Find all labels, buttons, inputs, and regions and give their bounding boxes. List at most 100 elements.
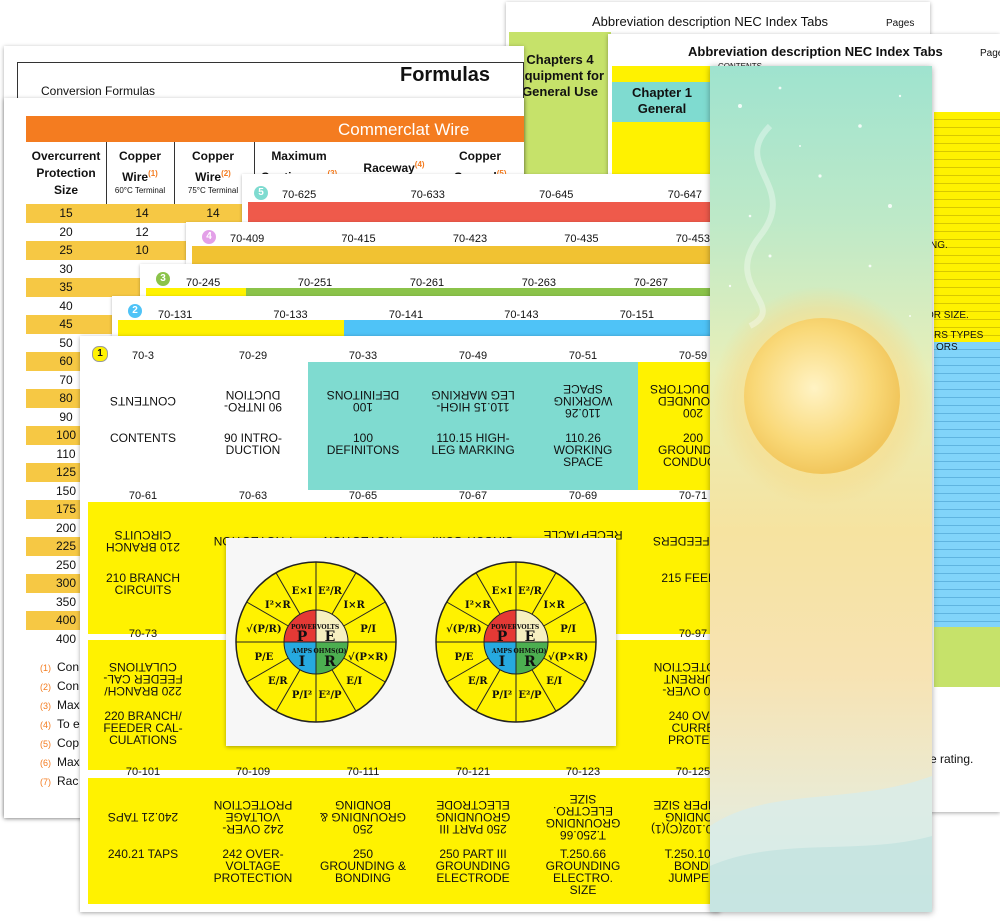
index-page-code: 70-51 — [568, 350, 598, 362]
index-tab-label: 110.15 HIGH-LEG MARKING — [431, 432, 515, 457]
wheel-outer-formula: √(P/R) — [446, 623, 482, 635]
wheel-quadrant — [283, 609, 317, 643]
index-tab-label: T.250.66 GROUNDING ELECTRO. SIZE — [545, 848, 621, 897]
size-cell: 400 — [55, 631, 77, 646]
strip-4-number: 4 — [202, 230, 216, 244]
wheel-inner-label: OHMS(Ω) — [314, 648, 347, 655]
strip-5-number: 5 — [254, 186, 268, 200]
abbrev-line-ng: NG. — [930, 240, 948, 251]
wheel-inner-label: VOLTS — [516, 624, 539, 631]
index-page-code: 70-67 — [458, 490, 488, 502]
size-cell: 70 — [59, 372, 73, 387]
abbrev-blue-band — [934, 342, 1000, 627]
index-page-code: 70-59 — [678, 350, 708, 362]
index-tab-flipped-label: 240.21 TAPS — [107, 810, 179, 824]
strip-3-codes: 70-245 70-251 70-261 70-263 70-267 — [186, 277, 668, 289]
index-tab-flipped-label: 220 BRANCH/ FEEDER CAL- CULATIONS — [103, 660, 183, 698]
size-cell: 80 — [59, 391, 73, 405]
abbrev-green-band — [934, 627, 1000, 687]
strip-2-number: 2 — [128, 304, 142, 318]
wheel-quadrant — [315, 641, 349, 675]
wheel-inner-label: OHMS(Ω) — [514, 648, 547, 655]
index-page-code: 70-73 — [128, 628, 158, 640]
wheel-outer-formula: E²/R — [318, 586, 343, 597]
size-cell: 90 — [59, 409, 73, 424]
wheel-outer-formula: E²/R — [518, 586, 543, 597]
copper-60-cell: 10 — [135, 243, 149, 257]
size-cell: 60 — [59, 354, 73, 368]
wheel-outer-formula: I²×R — [465, 600, 491, 611]
header-overcurrent: Overcurrent Protection Size — [31, 149, 101, 197]
wheel-quadrant — [315, 609, 349, 643]
tab-strip-2: 2 70-131 70-133 70-141 70-143 70-151 — [112, 296, 720, 336]
index-tab-flipped-label: 90 INTRO- DUCTION — [224, 388, 283, 414]
size-cell: 50 — [59, 335, 73, 350]
strip-4-codes: 70-409 70-415 70-423 70-435 70-453 — [230, 233, 710, 245]
index-tab-label: 220 BRANCH/ FEEDER CAL- CULATIONS — [103, 710, 183, 747]
chapter-1-label: Chapter 1 General — [632, 85, 692, 116]
size-cell: 175 — [55, 502, 77, 516]
tab-strip-5: 5 70-625 70-633 70-645 70-647 — [242, 174, 720, 222]
wheel-inner-label: P — [297, 629, 308, 645]
size-cell: 150 — [55, 483, 77, 498]
wheel-outer-formula: √(P×R) — [348, 651, 388, 663]
wheel-outer-formula: E²/P — [518, 690, 542, 701]
size-cell: 400 — [55, 613, 77, 627]
wheel-inner-label: R — [324, 654, 336, 670]
wire-banner: Commerclat Wire — [26, 116, 524, 142]
ohms-wheels: POWERPVOLTSEAMPSIOHMS(Ω)RE²/RI×RP/I√(P×R… — [235, 561, 597, 723]
index-tab-flipped-label: 110.15 HIGH-LEG MARKING — [431, 388, 515, 414]
footnote: (3) Max — [40, 698, 80, 712]
sun-icon — [744, 318, 900, 474]
wheel-inner-label: AMPS — [491, 648, 512, 655]
footnote: (1) Con — [40, 660, 80, 674]
index-tab-label: T.250.102( BONDI JUMPER — [664, 848, 722, 885]
index-page-code: 70-123 — [565, 766, 601, 778]
index-page-code: 70-33 — [348, 350, 378, 362]
header-copper-75: Copper Wire(2) 75°C Terminal — [187, 149, 239, 195]
size-cell: 200 — [55, 520, 77, 535]
index-tab-flipped-label: T.250.66 GROUNDING ELECTRO. SIZE — [545, 792, 621, 842]
wheel-outer-formula: I×R — [343, 600, 365, 611]
strip-5-codes: 70-625 70-633 70-645 70-647 — [282, 189, 702, 201]
wheel-inner-label: E — [525, 629, 536, 645]
wheel-outer-formula: E²/P — [318, 690, 342, 701]
size-cell: 225 — [55, 539, 77, 553]
wheel-outer-formula: P/E — [454, 652, 473, 663]
size-cell: 35 — [59, 280, 73, 294]
wheel-outer-formula: P/I² — [292, 690, 312, 701]
wheel-outer-formula: P/I — [360, 624, 376, 635]
strip-2-codes: 70-131 70-133 70-141 70-143 70-151 — [158, 309, 654, 321]
footnote: (6) Max — [40, 755, 80, 769]
index-page-code: 70-49 — [458, 350, 488, 362]
wheel-quadrant — [483, 609, 517, 643]
index-page-code: 70-109 — [235, 766, 271, 778]
index-tab-label: 240 OVE CURRE PROTEC — [667, 710, 718, 747]
size-cell: 125 — [55, 465, 77, 479]
index-page-code: 70-125 — [675, 766, 711, 778]
index-page-code: 70-63 — [238, 490, 268, 502]
header-copper-60: Copper Wire(1) 60°C Terminal — [114, 149, 166, 195]
size-cell: 40 — [59, 298, 73, 313]
abbrev-line-rating: e rating. — [930, 752, 974, 766]
index-tab-label: 90 INTRO- DUCTION — [223, 432, 282, 457]
index-tab-flipped-label: 242 OVER- VOLTAGE PROTECTION — [213, 798, 293, 836]
wheel-quadrant — [515, 609, 549, 643]
index-tab-label: 250 GROUNDING & BONDING — [319, 848, 406, 885]
index-tab-label: 240.21 TAPS — [107, 848, 179, 861]
wheel-inner-label: P — [497, 629, 508, 645]
index-page-code: 70-29 — [238, 350, 268, 362]
sheet-1-number: 1 — [92, 346, 108, 362]
wheel-quadrant — [483, 641, 517, 675]
abbrev-back-title: Abbreviation description NEC Index Tabs — [592, 14, 829, 29]
wheel-outer-formula: E×I — [492, 586, 513, 597]
strip-3-number: 3 — [156, 272, 170, 286]
wheel-quadrant — [515, 641, 549, 675]
index-tab-flipped-label: 100 DEFINITONS — [326, 388, 400, 414]
wheel-inner-label: POWER — [291, 624, 318, 631]
index-tab-label: 215 FEEDE — [661, 572, 725, 585]
index-page-code: 70-61 — [128, 490, 158, 502]
wheel-outer-formula: √(P/R) — [246, 623, 282, 635]
